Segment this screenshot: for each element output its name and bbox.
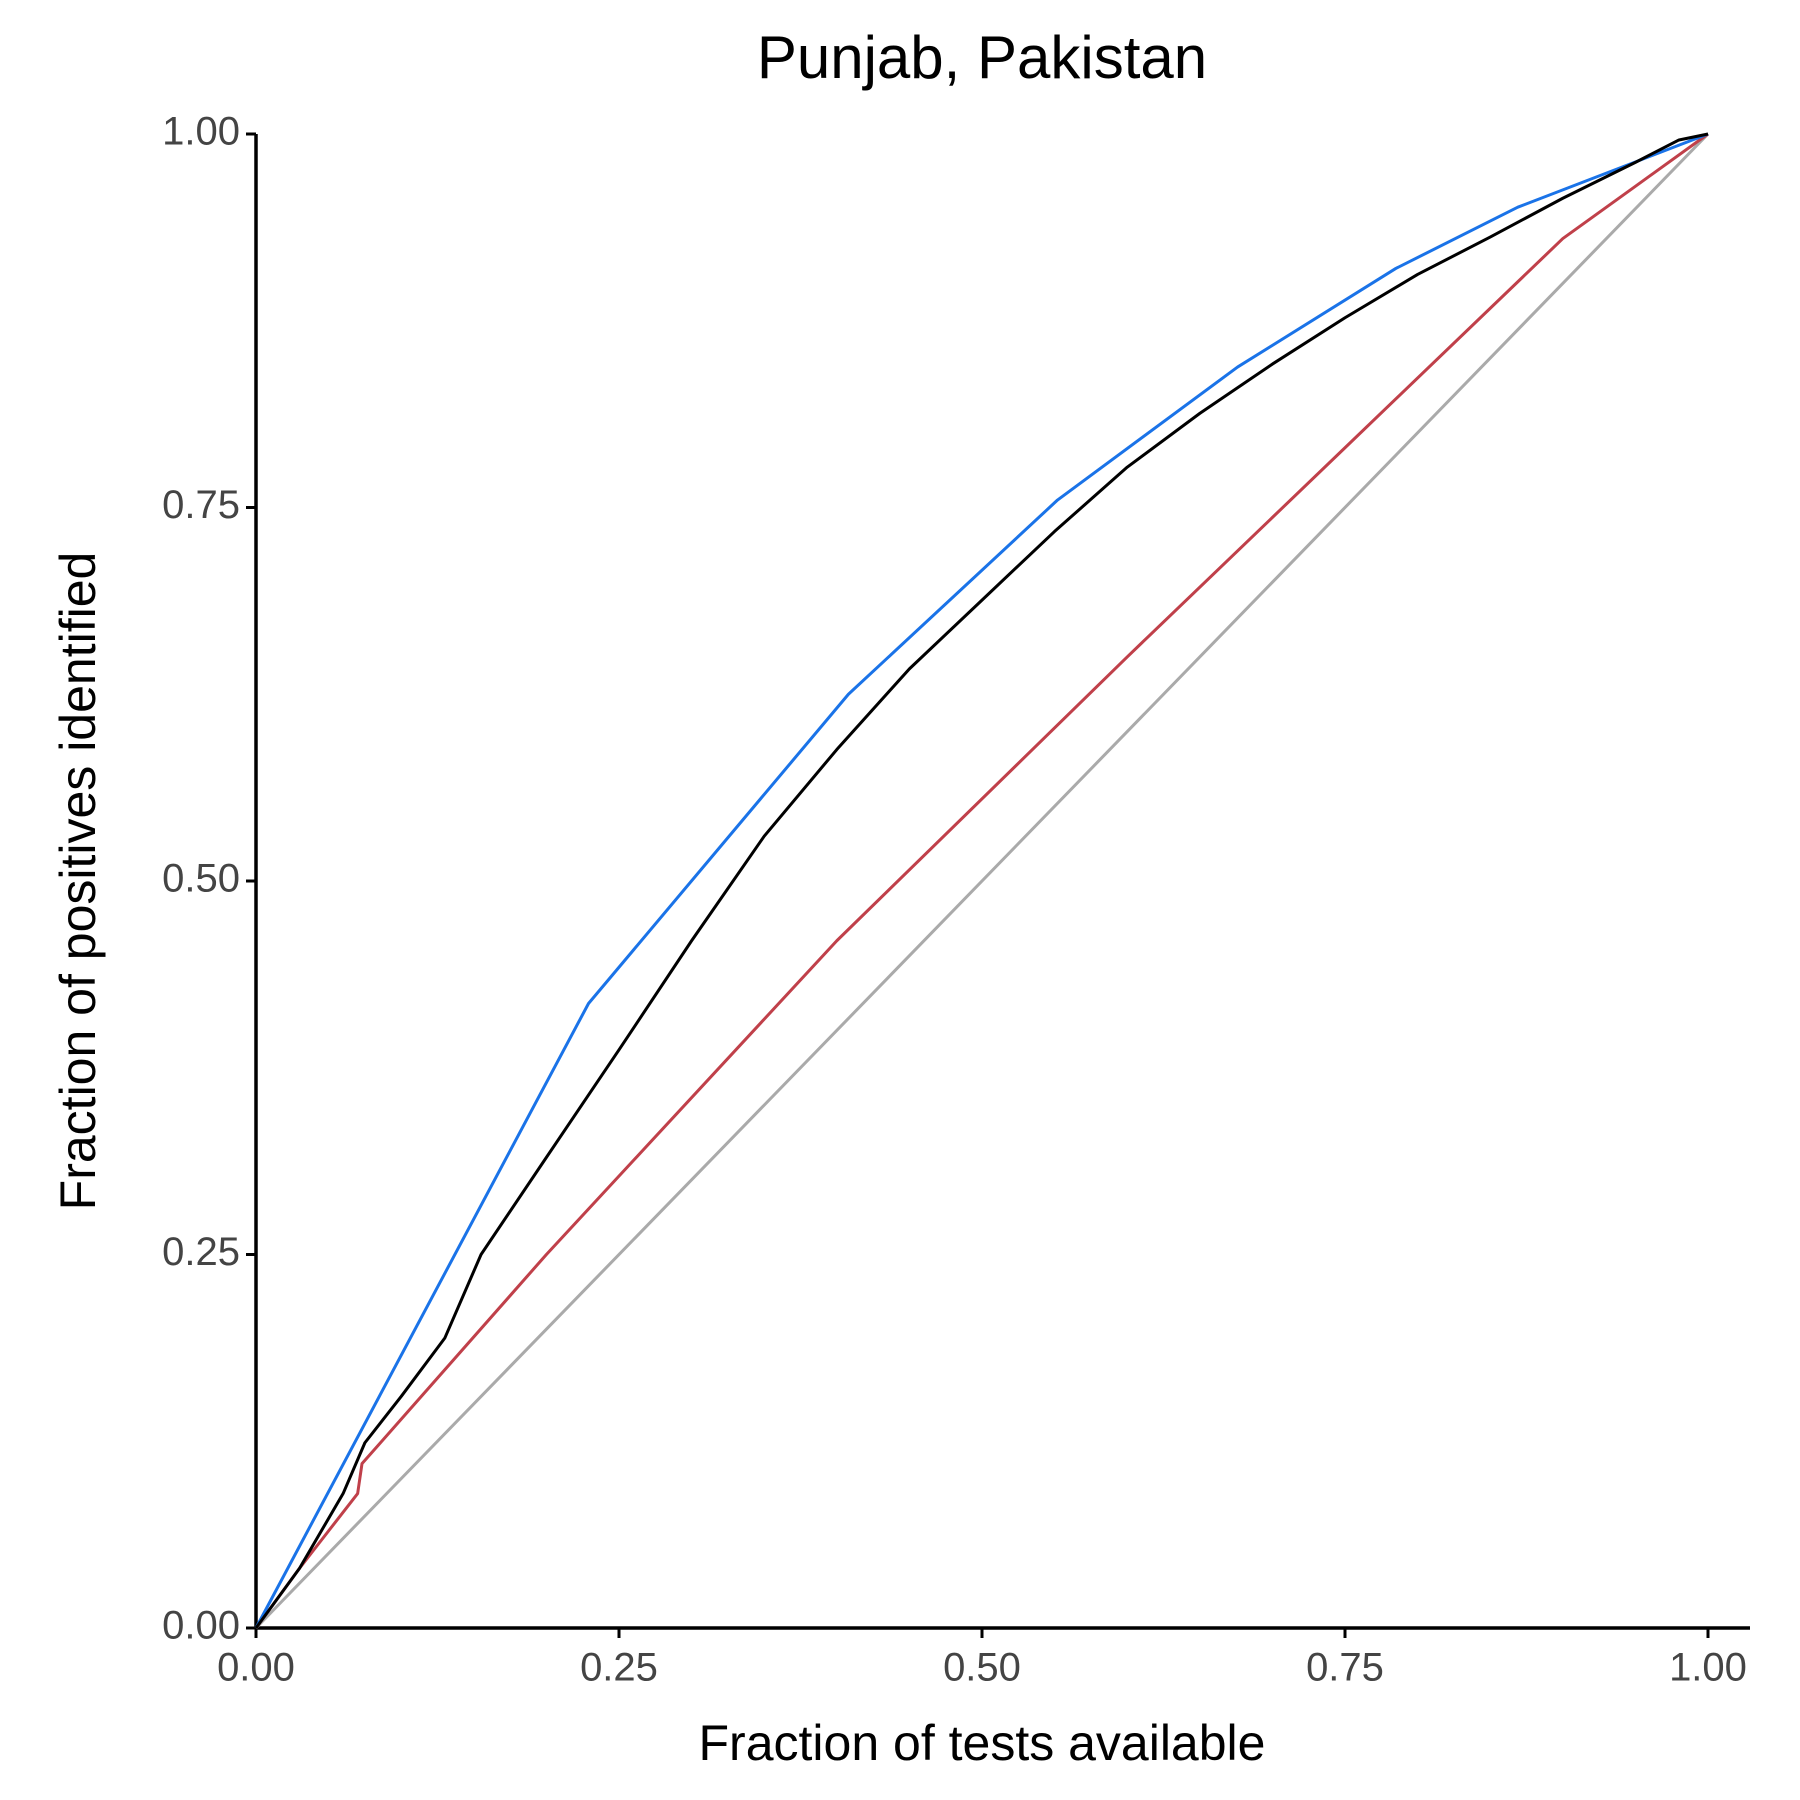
- x-tick-label: 0.50: [943, 1646, 1021, 1690]
- series-line: [254, 132, 1709, 1629]
- y-tick-label: 1.00: [162, 110, 240, 154]
- series-line: [254, 132, 1710, 1630]
- y-axis-title: Fraction of positives identified: [50, 552, 106, 1211]
- y-tick-label: 0.25: [162, 1230, 240, 1274]
- y-tick-label: 0.00: [162, 1604, 240, 1648]
- x-tick-label: 0.25: [580, 1646, 658, 1690]
- x-axis-title: Fraction of tests available: [699, 1715, 1266, 1771]
- y-tick-label: 0.75: [162, 483, 240, 527]
- chart-title: Punjab, Pakistan: [757, 24, 1207, 91]
- x-tick-label: 1.00: [1669, 1646, 1747, 1690]
- x-tick-label: 0.00: [217, 1646, 295, 1690]
- x-tick-label: 0.75: [1306, 1646, 1384, 1690]
- series-line: [254, 132, 1709, 1629]
- series-line: [254, 132, 1709, 1629]
- y-tick-label: 0.50: [162, 857, 240, 901]
